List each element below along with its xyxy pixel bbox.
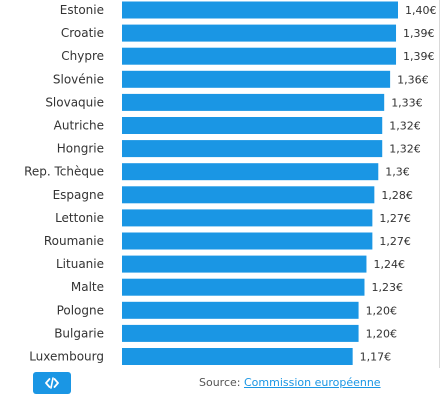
category-label: Estonie xyxy=(60,3,104,17)
value-label: 1,3€ xyxy=(385,166,410,179)
category-label: Lettonie xyxy=(55,211,104,225)
source-note: Source: Commission européenne xyxy=(199,376,381,389)
category-label: Malte xyxy=(71,280,104,294)
value-label: 1,27€ xyxy=(379,212,411,225)
category-label: Pologne xyxy=(57,303,104,317)
value-label: 1,24€ xyxy=(373,258,405,271)
category-label: Hongrie xyxy=(57,142,104,156)
chart-border xyxy=(439,0,440,368)
category-label: Chypre xyxy=(61,49,104,63)
bar xyxy=(122,140,383,158)
category-label: Slovaquie xyxy=(45,95,104,109)
bar xyxy=(122,1,398,19)
value-label: 1,32€ xyxy=(389,143,421,156)
category-label: Lituanie xyxy=(56,257,104,271)
bar xyxy=(122,348,353,365)
value-label: 1,28€ xyxy=(381,189,413,202)
bar xyxy=(122,163,379,181)
bar xyxy=(122,93,385,111)
value-label: 1,39€ xyxy=(403,50,435,63)
bar xyxy=(122,232,373,250)
category-label: Autriche xyxy=(54,119,104,133)
embed-button[interactable] xyxy=(33,372,71,394)
value-label: 1,36€ xyxy=(397,73,429,86)
bar xyxy=(122,117,383,134)
value-label: 1,23€ xyxy=(371,281,403,294)
value-label: 1,40€ xyxy=(405,4,437,17)
category-label: Slovénie xyxy=(53,72,104,86)
bar xyxy=(122,209,373,227)
value-label: 1,32€ xyxy=(389,120,421,133)
value-label: 1,17€ xyxy=(360,351,392,364)
bar xyxy=(122,301,359,319)
chart-footer: Source: Commission européenne xyxy=(0,368,443,400)
bar xyxy=(122,278,365,296)
value-label: 1,39€ xyxy=(403,27,435,40)
value-label: 1,33€ xyxy=(391,96,423,109)
code-icon xyxy=(45,377,59,389)
bar xyxy=(122,324,359,342)
bar xyxy=(122,186,375,204)
bar xyxy=(122,24,397,42)
value-label: 1,27€ xyxy=(379,235,411,248)
category-label: Luxembourg xyxy=(29,350,104,364)
bar xyxy=(122,47,397,65)
category-label: Rep. Tchèque xyxy=(24,165,104,179)
category-label: Croatie xyxy=(61,26,104,40)
category-label: Roumanie xyxy=(44,234,104,248)
category-label: Bulgarie xyxy=(54,326,104,340)
source-link[interactable]: Commission européenne xyxy=(243,376,381,389)
bar-chart: Estonie 1,40€ Croatie 1,39€ Chypre 1,39€ Slové… xyxy=(24,1,437,365)
source-prefix: Source: xyxy=(199,376,244,389)
bar xyxy=(122,255,367,273)
value-label: 1,20€ xyxy=(366,327,398,340)
category-label: Espagne xyxy=(53,188,104,202)
value-label: 1,20€ xyxy=(366,304,398,317)
bar xyxy=(122,70,391,88)
